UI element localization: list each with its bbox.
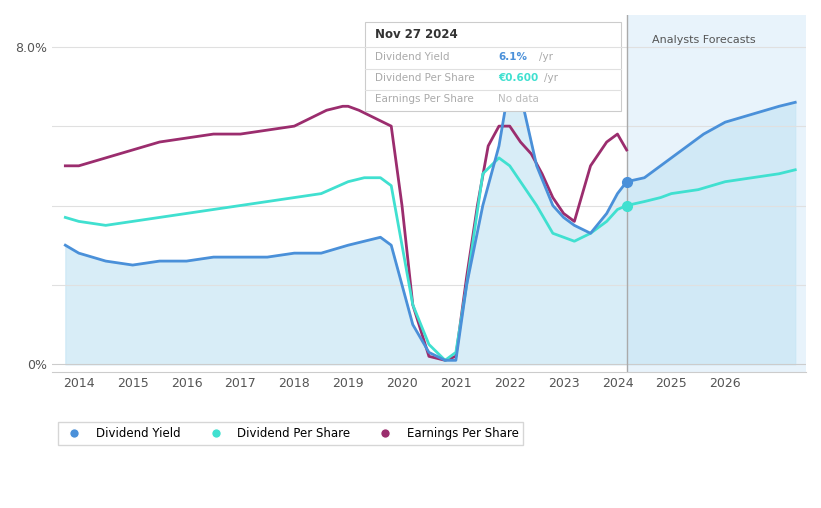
Legend: Dividend Yield, Dividend Per Share, Earnings Per Share: Dividend Yield, Dividend Per Share, Earn… bbox=[57, 423, 523, 445]
Text: No data: No data bbox=[498, 94, 539, 105]
Text: Dividend Yield: Dividend Yield bbox=[375, 52, 450, 61]
Text: Past: Past bbox=[591, 35, 615, 45]
Text: Dividend Per Share: Dividend Per Share bbox=[375, 73, 475, 83]
Text: /yr: /yr bbox=[544, 73, 558, 83]
Text: Earnings Per Share: Earnings Per Share bbox=[375, 94, 474, 105]
Text: Nov 27 2024: Nov 27 2024 bbox=[375, 27, 458, 41]
FancyBboxPatch shape bbox=[365, 22, 621, 111]
Text: Analysts Forecasts: Analysts Forecasts bbox=[653, 35, 756, 45]
Text: €0.600: €0.600 bbox=[498, 73, 539, 83]
Text: /yr: /yr bbox=[539, 52, 553, 61]
Text: 6.1%: 6.1% bbox=[498, 52, 527, 61]
Bar bbox=[626, 15, 806, 372]
